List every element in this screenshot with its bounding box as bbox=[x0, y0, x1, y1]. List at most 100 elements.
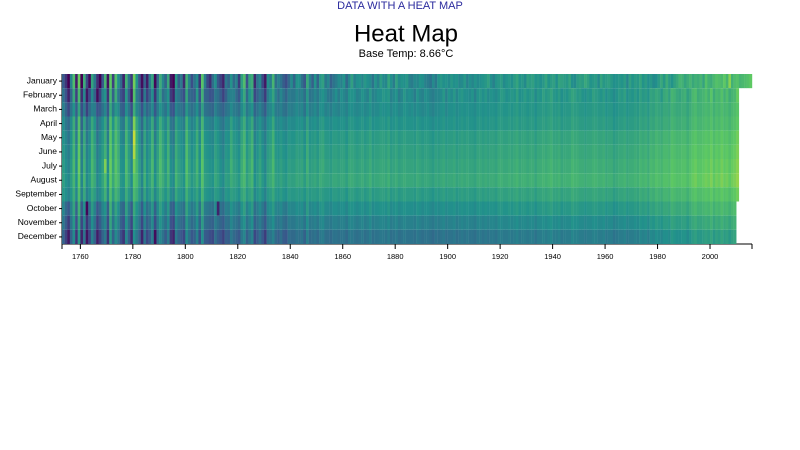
heat-cell bbox=[258, 173, 262, 188]
heat-cell bbox=[549, 116, 553, 131]
y-tick-label: May bbox=[41, 132, 58, 142]
heat-cell bbox=[103, 229, 107, 244]
heat-cell bbox=[124, 144, 128, 159]
heat-cell bbox=[531, 102, 535, 117]
heat-cell bbox=[237, 215, 241, 230]
heat-cell bbox=[248, 102, 252, 117]
heat-cell bbox=[132, 130, 136, 145]
heat-cell bbox=[368, 159, 372, 174]
heat-cell bbox=[361, 102, 364, 117]
heat-cell bbox=[337, 173, 341, 188]
heat-cell bbox=[450, 88, 454, 103]
heat-cell bbox=[657, 215, 661, 230]
heat-cell bbox=[657, 116, 661, 131]
heat-cell bbox=[712, 173, 716, 188]
heat-cell bbox=[578, 159, 582, 174]
heat-cell bbox=[528, 229, 532, 244]
heat-cell bbox=[387, 187, 391, 202]
heat-cell bbox=[410, 130, 414, 145]
heat-cell bbox=[109, 88, 113, 103]
heat-cell bbox=[431, 88, 435, 103]
heat-cell bbox=[484, 229, 488, 244]
heat-cell bbox=[363, 130, 367, 145]
heat-cell bbox=[403, 88, 406, 103]
heat-cell bbox=[313, 159, 317, 174]
heat-cell bbox=[169, 173, 173, 188]
heat-cell bbox=[114, 74, 118, 89]
heat-cell bbox=[308, 74, 312, 89]
heat-cell bbox=[458, 201, 461, 216]
heat-cell bbox=[505, 74, 509, 89]
heat-cell bbox=[665, 144, 669, 159]
heat-cell bbox=[224, 102, 228, 117]
heat-cell bbox=[379, 144, 383, 159]
heat-cell bbox=[109, 144, 113, 159]
heat-cell bbox=[720, 116, 724, 131]
heat-cell bbox=[715, 159, 719, 174]
heat-cell bbox=[90, 201, 94, 216]
heat-cell bbox=[389, 144, 393, 159]
heat-cell bbox=[717, 159, 721, 174]
heat-cell bbox=[683, 102, 687, 117]
heat-cell bbox=[374, 116, 378, 131]
heat-cell bbox=[445, 144, 448, 159]
heat-cell bbox=[308, 102, 312, 117]
heat-cell bbox=[712, 116, 716, 131]
heat-cell bbox=[85, 215, 89, 230]
heat-cell bbox=[395, 88, 399, 103]
heat-cell bbox=[500, 229, 503, 244]
heat-cell bbox=[484, 215, 488, 230]
heat-cell bbox=[82, 130, 86, 145]
heat-cell bbox=[82, 116, 86, 131]
heat-cell bbox=[326, 144, 330, 159]
heat-cell bbox=[187, 144, 191, 159]
heat-cell bbox=[85, 88, 89, 103]
heat-cell bbox=[195, 215, 199, 230]
heat-cell bbox=[647, 144, 650, 159]
heat-cell bbox=[195, 74, 199, 89]
heat-cell bbox=[442, 159, 446, 174]
heat-cell bbox=[298, 201, 301, 216]
heat-cell bbox=[329, 201, 333, 216]
heat-cell bbox=[591, 88, 595, 103]
heat-cell bbox=[439, 215, 443, 230]
heat-cell bbox=[487, 187, 490, 202]
heat-cell bbox=[321, 173, 325, 188]
heat-cell bbox=[389, 215, 393, 230]
heat-cell bbox=[597, 159, 601, 174]
heat-cell bbox=[190, 116, 194, 131]
heat-cell bbox=[64, 74, 68, 89]
heat-cell bbox=[612, 130, 616, 145]
heat-cell bbox=[450, 102, 454, 117]
heat-cell bbox=[513, 88, 517, 103]
heat-cell bbox=[264, 74, 267, 89]
heat-cell bbox=[720, 187, 724, 202]
heat-cell bbox=[376, 102, 380, 117]
heat-cell bbox=[410, 173, 414, 188]
heat-cell bbox=[214, 130, 217, 145]
heat-cell bbox=[570, 88, 574, 103]
heat-cell bbox=[324, 116, 328, 131]
heat-cell bbox=[460, 102, 464, 117]
heat-cell bbox=[450, 74, 454, 89]
heat-cell bbox=[374, 173, 378, 188]
heat-cell bbox=[324, 229, 328, 244]
heat-cell bbox=[211, 201, 215, 216]
heat-cell bbox=[513, 116, 517, 131]
heat-cell bbox=[704, 74, 708, 89]
heat-cell bbox=[287, 159, 291, 174]
heat-cell bbox=[652, 130, 656, 145]
heat-cell bbox=[576, 74, 580, 89]
heat-cell bbox=[521, 229, 524, 244]
heat-cell bbox=[447, 130, 451, 145]
heat-cell bbox=[536, 173, 540, 188]
heat-cell bbox=[534, 187, 538, 202]
heat-cell bbox=[615, 159, 619, 174]
heat-cell bbox=[733, 130, 737, 145]
heat-cell bbox=[660, 159, 663, 174]
heat-cell bbox=[332, 102, 336, 117]
data-link[interactable]: DATA WITH A HEAT MAP bbox=[337, 0, 463, 12]
heat-cell bbox=[476, 229, 480, 244]
heat-cell bbox=[712, 74, 716, 89]
heat-cell bbox=[413, 102, 417, 117]
